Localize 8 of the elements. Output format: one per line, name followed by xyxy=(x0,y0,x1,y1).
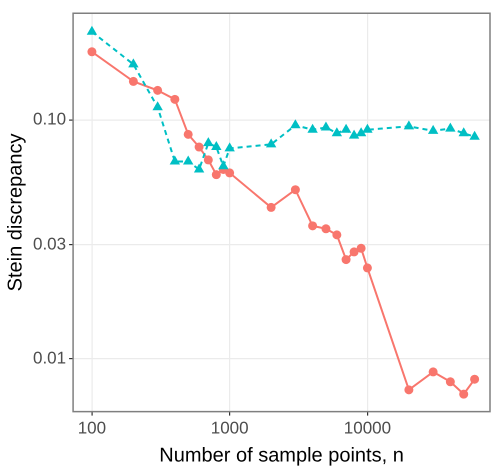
y-tick-label: 0.03 xyxy=(32,234,66,254)
y-axis-title: Stein discrepancy xyxy=(4,133,27,292)
x-tick-label: 100 xyxy=(78,418,106,438)
y-tick-label: 0.10 xyxy=(32,110,66,129)
x-tick-label: 1000 xyxy=(210,418,249,438)
x-tick-label: 10000 xyxy=(344,418,392,438)
x-axis-title: Number of sample points, n xyxy=(159,444,404,467)
y-tick-label: 0.01 xyxy=(32,348,66,368)
